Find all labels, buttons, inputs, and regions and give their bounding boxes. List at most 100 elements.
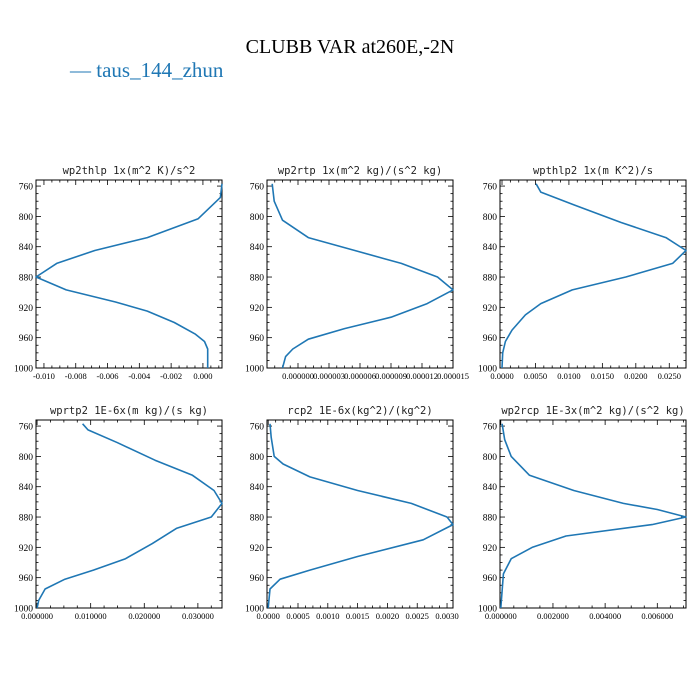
y-tick-label: 800 bbox=[250, 213, 265, 223]
x-tick-label: 0.0025 bbox=[406, 611, 429, 621]
x-tick-label: 0.000000 bbox=[21, 611, 53, 621]
y-tick-label: 840 bbox=[250, 483, 265, 493]
x-tick-label: 0.000015 bbox=[437, 371, 469, 381]
x-tick-label: 0.0020 bbox=[376, 611, 399, 621]
y-tick-label: 880 bbox=[483, 274, 498, 284]
y-tick-label: 1000 bbox=[14, 365, 33, 375]
x-tick-label: -0.010 bbox=[33, 371, 55, 381]
series-line bbox=[500, 423, 687, 609]
y-tick-label: 760 bbox=[483, 423, 498, 433]
subplot-6: wp2rcp 1E-3x(m^2 kg)/(s^2 kg)760 800 840 88… bbox=[478, 405, 687, 621]
y-tick-label: 960 bbox=[483, 334, 498, 344]
x-tick-label: 0.0000 bbox=[257, 611, 280, 621]
subplot-title: wpthlp2 1x(m K^2)/s bbox=[533, 165, 653, 177]
y-tick-label: 800 bbox=[19, 213, 34, 223]
plot-frame bbox=[499, 179, 687, 369]
y-tick-label: 920 bbox=[19, 304, 34, 314]
x-tick-label: 0.0015 bbox=[346, 611, 369, 621]
y-tick-label: 760 bbox=[19, 423, 34, 433]
x-tick-label: -0.002 bbox=[160, 371, 182, 381]
subplot-title: wp2rtp 1x(m^2 kg)/(s^2 kg) bbox=[278, 165, 442, 177]
y-tick-label: 760 bbox=[250, 183, 265, 193]
x-tick-label: 0.0030 bbox=[435, 611, 458, 621]
x-tick-label: 0.0100 bbox=[557, 371, 580, 381]
x-tick-label: 0.020000 bbox=[128, 611, 160, 621]
y-tick-label: 960 bbox=[19, 334, 34, 344]
x-tick-label: 0.0000 bbox=[490, 371, 513, 381]
figure-title: CLUBB VAR at260E,-2N bbox=[245, 36, 455, 58]
series-line bbox=[501, 183, 687, 369]
plot-frame bbox=[35, 419, 223, 609]
legend-line-icon: — bbox=[70, 58, 91, 82]
y-tick-label: 1000 bbox=[245, 365, 264, 375]
x-tick-label: 0.000000 bbox=[485, 611, 517, 621]
subplot-4: wprtp2 1E-6x(m kg)/(s kg) 760 800 840 880 920… bbox=[14, 405, 223, 621]
y-tick-label: 800 bbox=[483, 453, 498, 463]
subplot-1: wp2thlp 1x(m^2 K)/s^2 760 800 840 880 920 960 1… bbox=[14, 165, 223, 381]
x-tick-label: -0.008 bbox=[65, 371, 87, 381]
y-tick-label: 800 bbox=[483, 213, 498, 223]
legend-label: taus_144_zhun bbox=[96, 58, 224, 82]
y-tick-label: 880 bbox=[250, 514, 265, 524]
x-tick-label: 0.0010 bbox=[316, 611, 339, 621]
subplot-3: wpthlp2 1x(m K^2)/s 760 800 840 880 920 960 100… bbox=[478, 165, 687, 381]
subplot-5: rcp2 1E-6x(kg^2)/(kg^2) 760 800 840 880 920 96… bbox=[245, 405, 459, 621]
x-tick-label: 0.002000 bbox=[537, 611, 569, 621]
plot-frame bbox=[499, 419, 687, 609]
y-tick-label: 840 bbox=[250, 243, 265, 253]
series-line bbox=[271, 183, 454, 369]
series-line bbox=[36, 423, 223, 609]
y-tick-label: 800 bbox=[19, 453, 34, 463]
y-tick-label: 1000 bbox=[14, 605, 33, 615]
subplot-2: wp2rtp 1x(m^2 kg)/(s^2 kg) 760 800 840 880 92… bbox=[245, 165, 469, 381]
x-tick-label: 0.000000 bbox=[282, 371, 314, 381]
y-tick-label: 1000 bbox=[478, 605, 497, 615]
y-tick-label: 840 bbox=[19, 483, 34, 493]
y-tick-label: 880 bbox=[483, 514, 498, 524]
x-tick-label: 0.0150 bbox=[591, 371, 614, 381]
plot-frame bbox=[266, 179, 454, 369]
subplot-title: wp2thlp 1x(m^2 K)/s^2 bbox=[63, 165, 196, 177]
series-line bbox=[267, 423, 454, 609]
x-tick-label: 0.0005 bbox=[286, 611, 309, 621]
x-tick-label: 0.0200 bbox=[624, 371, 647, 381]
y-tick-label: 800 bbox=[250, 453, 265, 463]
legend-entry: — taus_144_zhun bbox=[70, 58, 223, 83]
x-tick-label: 0.000003 bbox=[313, 371, 345, 381]
y-tick-label: 760 bbox=[19, 183, 34, 193]
x-tick-label: 0.006000 bbox=[641, 611, 673, 621]
x-tick-label: 0.004000 bbox=[589, 611, 621, 621]
subplot-title: wp2rcp 1E-3x(m^2 kg)/(s^2 kg) bbox=[501, 405, 684, 417]
plot-frame bbox=[266, 419, 454, 609]
y-tick-label: 880 bbox=[250, 274, 265, 284]
x-tick-label: -0.006 bbox=[97, 371, 119, 381]
y-tick-label: 880 bbox=[19, 514, 34, 524]
plot-frame bbox=[35, 179, 223, 369]
y-tick-label: 960 bbox=[483, 574, 498, 584]
y-tick-label: 920 bbox=[483, 304, 498, 314]
x-tick-label: 0.000012 bbox=[406, 371, 438, 381]
y-tick-label: 840 bbox=[19, 243, 34, 253]
series-line bbox=[35, 183, 223, 368]
x-tick-label: -0.004 bbox=[128, 371, 151, 381]
y-tick-label: 920 bbox=[19, 544, 34, 554]
y-tick-label: 960 bbox=[250, 574, 265, 584]
subplot-title: rcp2 1E-6x(kg^2)/(kg^2) bbox=[287, 405, 432, 417]
y-tick-label: 880 bbox=[19, 274, 34, 284]
y-tick-label: 760 bbox=[483, 183, 498, 193]
x-tick-label: 0.030000 bbox=[182, 611, 214, 621]
x-tick-label: 0.0050 bbox=[524, 371, 547, 381]
subplot-title: wprtp2 1E-6x(m kg)/(s kg) bbox=[50, 405, 208, 417]
y-tick-label: 920 bbox=[250, 544, 265, 554]
x-tick-label: 0.000006 bbox=[344, 371, 376, 381]
y-tick-label: 760 bbox=[250, 423, 265, 433]
y-tick-label: 840 bbox=[483, 483, 498, 493]
y-tick-label: 1000 bbox=[245, 605, 264, 615]
y-tick-label: 1000 bbox=[478, 365, 497, 375]
y-tick-label: 920 bbox=[250, 304, 265, 314]
y-tick-label: 960 bbox=[250, 334, 265, 344]
x-tick-label: 0.000009 bbox=[375, 371, 407, 381]
x-tick-label: 0.000 bbox=[193, 371, 212, 381]
x-tick-label: 0.010000 bbox=[75, 611, 107, 621]
